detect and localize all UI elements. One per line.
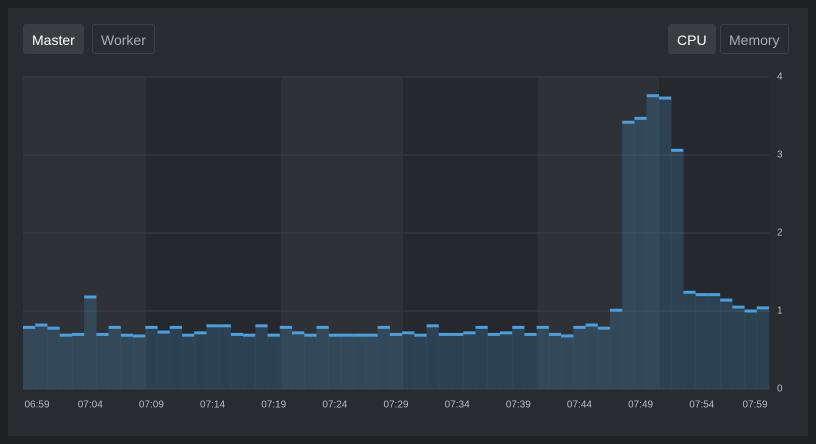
area-step — [267, 335, 281, 389]
area-step — [720, 300, 733, 389]
area-step — [499, 332, 513, 389]
area-step — [622, 122, 635, 390]
area-step — [230, 334, 244, 389]
area-step — [610, 310, 623, 389]
area-step — [695, 294, 709, 389]
area-step — [463, 332, 476, 389]
x-tick-label: 07:54 — [689, 400, 714, 411]
x-tick-label: 07:19 — [261, 400, 286, 411]
y-tick-label: 0 — [777, 384, 783, 395]
area-step — [658, 98, 672, 389]
area-step — [414, 335, 427, 389]
area-step — [108, 327, 122, 389]
area-step — [402, 332, 415, 389]
tab-worker[interactable]: Worker — [92, 24, 155, 54]
y-tick-label: 2 — [777, 228, 783, 239]
x-tick-label: 06:59 — [24, 400, 49, 411]
area-step — [47, 328, 60, 389]
area-step — [377, 327, 391, 389]
area-step — [561, 335, 574, 389]
area-step — [451, 334, 464, 389]
area-step — [548, 334, 562, 389]
area-step — [169, 327, 183, 389]
tab-master[interactable]: Master — [23, 24, 84, 54]
area-step — [524, 334, 537, 389]
area-step — [181, 335, 195, 389]
area-step — [145, 327, 158, 389]
area-step — [438, 334, 452, 389]
area-step — [328, 335, 342, 389]
area-step — [573, 327, 586, 389]
area-step — [59, 335, 73, 389]
x-tick-label: 07:09 — [139, 400, 164, 411]
area-step — [316, 327, 330, 389]
area-step — [304, 335, 317, 389]
x-tick-label: 07:14 — [200, 400, 225, 411]
area-step — [646, 95, 660, 389]
y-tick-label: 3 — [777, 150, 783, 161]
area-step — [194, 332, 207, 389]
area-step — [133, 335, 146, 389]
area-step — [206, 325, 219, 389]
area-step — [536, 327, 550, 389]
x-tick-label: 07:49 — [628, 400, 653, 411]
area-step — [365, 335, 378, 389]
area-step — [683, 292, 696, 389]
area-step — [756, 307, 770, 389]
x-tick-label: 07:44 — [567, 400, 592, 411]
x-tick-label: 07:29 — [383, 400, 408, 411]
x-tick-label: 07:39 — [506, 400, 531, 411]
tab-cpu[interactable]: CPU — [668, 24, 716, 54]
area-step — [426, 325, 440, 389]
x-tick-label: 07:59 — [742, 400, 767, 411]
area-step — [292, 332, 305, 389]
area-step — [157, 332, 171, 389]
area-step — [707, 294, 721, 389]
x-tick-label: 07:04 — [78, 400, 103, 411]
area-step — [744, 311, 758, 389]
area-step — [218, 325, 232, 389]
area-step — [96, 334, 109, 389]
area-step — [634, 118, 648, 389]
x-tick-label: 07:34 — [445, 400, 470, 411]
area-step — [243, 335, 256, 389]
x-tick-label: 07:24 — [322, 400, 347, 411]
y-tick-label: 4 — [777, 72, 783, 83]
area-step — [84, 296, 97, 389]
area-step — [120, 335, 134, 389]
area-step — [279, 327, 293, 389]
tab-memory[interactable]: Memory — [720, 24, 789, 54]
area-step — [255, 325, 268, 389]
area-step — [487, 334, 501, 389]
area-step — [512, 327, 525, 389]
area-step — [732, 307, 745, 389]
area-step — [23, 327, 36, 389]
area-step — [340, 335, 354, 389]
y-tick-label: 1 — [777, 306, 783, 317]
area-step — [597, 328, 611, 389]
area-step — [353, 335, 366, 389]
area-step — [35, 325, 48, 389]
area-step — [475, 327, 489, 389]
area-step — [389, 334, 403, 389]
area-step — [671, 150, 684, 389]
area-step — [585, 325, 599, 389]
area-step — [71, 334, 85, 389]
